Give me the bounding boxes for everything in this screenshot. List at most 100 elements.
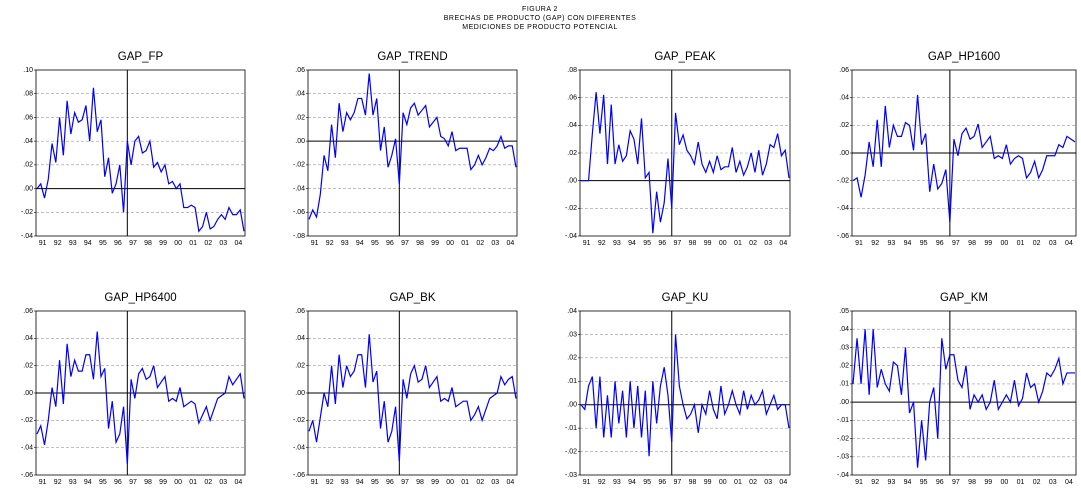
x-tick-label: 93: [613, 240, 621, 247]
x-tick-label: 03: [491, 479, 499, 486]
y-tick-label: -.01: [565, 425, 577, 432]
panel: GAP_TREND -.08 -.06 -.04 -.02 .00 .02 .04 .06 91 9…: [293, 51, 518, 247]
plot-frame: [35, 69, 246, 237]
x-tick-label: 97: [129, 240, 137, 247]
x-tick-label: 98: [416, 479, 424, 486]
y-tick-label: .02: [839, 122, 849, 129]
x-tick-label: 04: [1065, 240, 1073, 247]
y-tick-label: -.01: [837, 417, 849, 424]
panel-title: GAP_HP6400: [104, 292, 176, 304]
panel: GAP_HP1600 -.06 -.04 -.02 .00 .02 .04 .06 91 92 93…: [837, 51, 1077, 247]
x-tick-label: 91: [39, 240, 47, 247]
x-tick-label: 95: [99, 240, 107, 247]
x-tick-label: 93: [69, 240, 77, 247]
x-tick-label: 01: [189, 240, 197, 247]
y-tick-label: -.06: [293, 472, 305, 479]
x-tick-label: 93: [887, 240, 895, 247]
figure-title: FIGURA 2: [522, 6, 558, 13]
x-tick-label: 99: [704, 479, 712, 486]
panel-title: GAP_HP1600: [928, 51, 1000, 63]
x-tick-label: 94: [356, 240, 364, 247]
x-tick-label: 00: [1000, 240, 1008, 247]
x-tick-label: 94: [628, 240, 636, 247]
x-tick-label: 93: [341, 479, 349, 486]
x-tick-label: 97: [129, 479, 137, 486]
x-tick-label: 95: [371, 479, 379, 486]
panel: GAP_BK -.06 -.04 -.02 .00 .02 .04 .06 91 92 93 94 95…: [293, 292, 518, 486]
x-tick-label: 96: [386, 240, 394, 247]
x-tick-label: 93: [887, 479, 895, 486]
x-tick-label: 99: [159, 240, 167, 247]
x-tick-label: 04: [1065, 479, 1073, 486]
y-tick-label: .00: [567, 402, 577, 409]
x-tick-label: 01: [461, 240, 469, 247]
series-line: [36, 87, 245, 233]
y-tick-label: .08: [23, 91, 33, 98]
x-tick-label: 04: [234, 240, 242, 247]
y-tick-label: .04: [23, 335, 33, 342]
y-tick-label: -.02: [565, 205, 577, 212]
x-tick-label: 04: [234, 479, 242, 486]
x-tick-label: 99: [431, 240, 439, 247]
x-tick-label: 92: [598, 479, 606, 486]
y-tick-label: .02: [23, 363, 33, 370]
y-tick-label: -.04: [837, 205, 849, 212]
x-tick-label: 97: [674, 479, 682, 486]
x-tick-label: 01: [461, 479, 469, 486]
y-tick-label: -.04: [21, 233, 33, 240]
x-tick-label: 98: [144, 479, 152, 486]
y-tick-label: -.06: [293, 209, 305, 216]
x-tick-label: 92: [326, 240, 334, 247]
x-tick-label: 96: [386, 479, 394, 486]
series-line: [308, 73, 517, 220]
x-tick-label: 94: [84, 479, 92, 486]
y-tick-label: .06: [295, 308, 305, 315]
y-tick-label: .06: [23, 308, 33, 315]
y-tick-label: -.02: [293, 162, 305, 169]
y-tick-label: -.04: [837, 472, 849, 479]
y-tick-label: .02: [295, 114, 305, 121]
x-tick-label: 93: [69, 479, 77, 486]
x-tick-label: 03: [219, 240, 227, 247]
y-tick-label: -.04: [21, 445, 33, 452]
x-tick-label: 00: [719, 479, 727, 486]
y-tick-label: .02: [839, 363, 849, 370]
panel-title: GAP_BK: [389, 292, 435, 304]
y-tick-label: .04: [567, 308, 577, 315]
x-tick-label: 97: [674, 240, 682, 247]
x-tick-label: 00: [446, 240, 454, 247]
x-tick-label: 92: [871, 479, 879, 486]
y-tick-label: .04: [839, 326, 849, 333]
y-tick-label: -.02: [21, 209, 33, 216]
x-tick-label: 94: [628, 479, 636, 486]
figure-title: MEDICIONES DE PRODUCTO POTENCIAL: [462, 24, 618, 31]
x-tick-label: 01: [734, 240, 742, 247]
y-tick-label: -.03: [837, 454, 849, 461]
x-tick-label: 99: [984, 479, 992, 486]
x-tick-label: 04: [506, 479, 514, 486]
x-tick-label: 95: [99, 479, 107, 486]
x-tick-label: 91: [583, 479, 591, 486]
x-tick-label: 92: [871, 240, 879, 247]
x-tick-label: 96: [114, 479, 122, 486]
x-tick-label: 96: [658, 240, 666, 247]
y-tick-label: .02: [567, 150, 577, 157]
x-tick-label: 03: [764, 479, 772, 486]
x-tick-label: 95: [920, 479, 928, 486]
x-tick-label: 95: [920, 240, 928, 247]
series-line: [580, 334, 790, 457]
x-tick-label: 92: [54, 479, 62, 486]
x-tick-label: 97: [952, 479, 960, 486]
series-line: [36, 331, 245, 465]
plot-frame: [851, 310, 1077, 476]
y-tick-label: -.02: [21, 417, 33, 424]
y-tick-label: .10: [23, 67, 33, 74]
x-tick-label: 02: [476, 479, 484, 486]
y-tick-label: .04: [295, 91, 305, 98]
plot-frame: [579, 310, 791, 476]
x-tick-label: 03: [764, 240, 772, 247]
panel-title: GAP_PEAK: [654, 51, 716, 63]
x-tick-label: 91: [855, 479, 863, 486]
x-tick-label: 96: [936, 479, 944, 486]
